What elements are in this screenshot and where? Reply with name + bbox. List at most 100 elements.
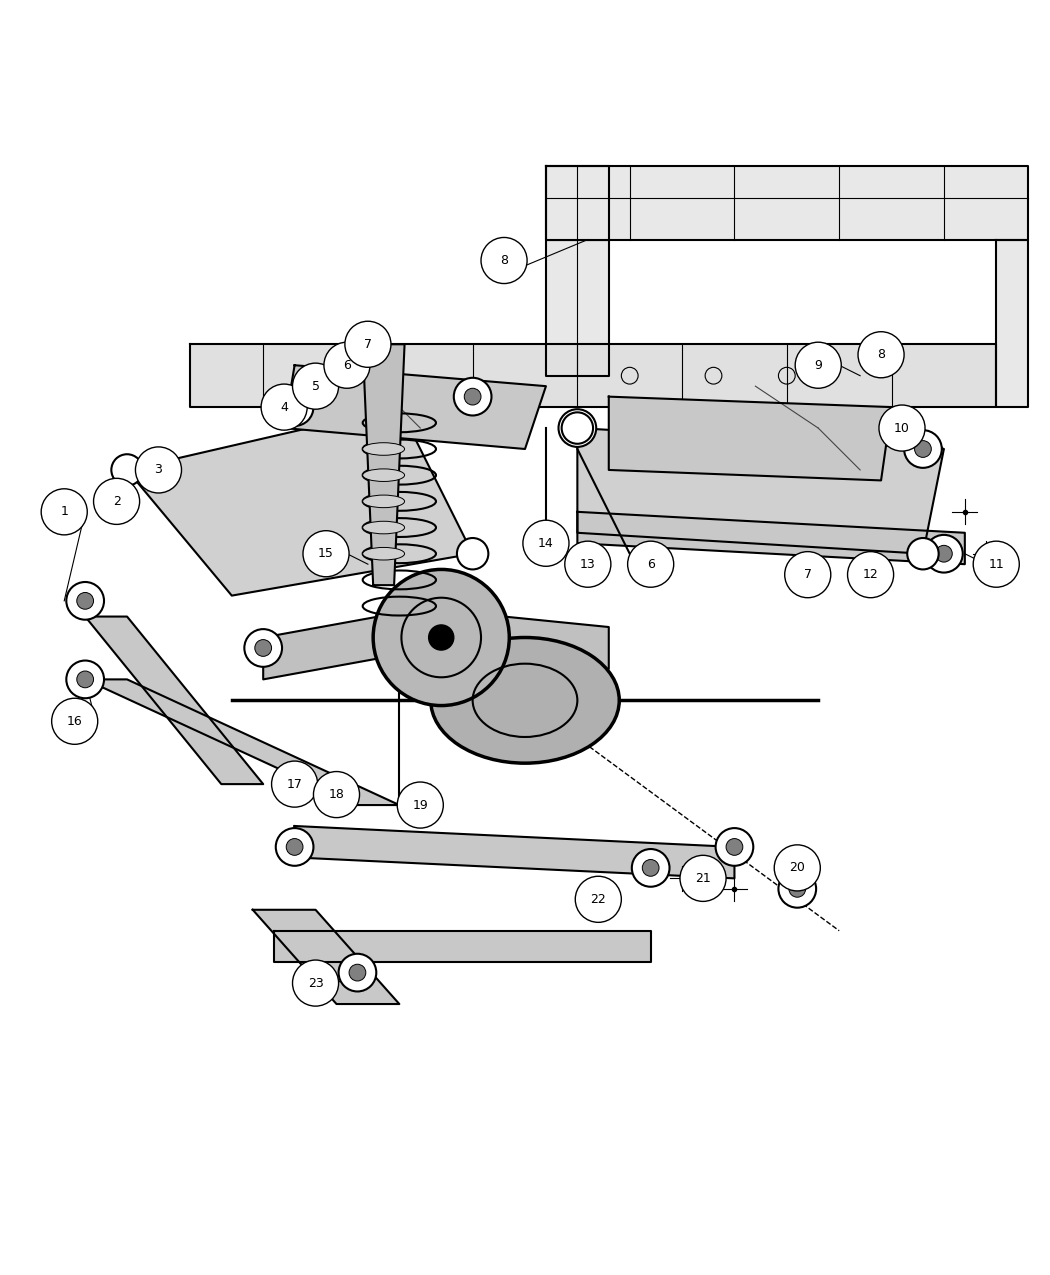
Circle shape: [245, 629, 282, 667]
Circle shape: [66, 660, 104, 699]
Circle shape: [847, 552, 894, 598]
Text: 8: 8: [877, 348, 885, 361]
Ellipse shape: [430, 638, 620, 764]
Text: 20: 20: [790, 862, 805, 875]
Text: 18: 18: [329, 788, 344, 801]
Circle shape: [344, 321, 391, 367]
Text: 22: 22: [590, 892, 606, 905]
Polygon shape: [127, 407, 472, 595]
Circle shape: [795, 342, 841, 389]
Circle shape: [925, 536, 963, 572]
Circle shape: [293, 960, 338, 1006]
Text: 7: 7: [803, 569, 812, 581]
Polygon shape: [274, 931, 651, 963]
Circle shape: [858, 332, 904, 377]
Text: 8: 8: [500, 254, 508, 266]
Circle shape: [628, 541, 674, 588]
Circle shape: [464, 389, 481, 405]
Circle shape: [680, 856, 726, 901]
Text: 16: 16: [67, 715, 83, 728]
Text: 19: 19: [413, 798, 428, 812]
Text: 2: 2: [112, 495, 121, 507]
Polygon shape: [578, 511, 965, 565]
Circle shape: [77, 593, 93, 609]
Polygon shape: [295, 826, 734, 878]
Polygon shape: [253, 910, 399, 1003]
Circle shape: [287, 839, 303, 856]
Circle shape: [255, 640, 272, 657]
Ellipse shape: [362, 495, 404, 507]
Circle shape: [276, 389, 314, 426]
Text: 9: 9: [815, 358, 822, 372]
Circle shape: [643, 859, 659, 876]
Text: 11: 11: [988, 557, 1004, 571]
Circle shape: [481, 237, 527, 283]
Polygon shape: [362, 344, 404, 585]
Circle shape: [778, 870, 816, 908]
Circle shape: [261, 384, 308, 430]
Text: 6: 6: [343, 358, 351, 372]
Circle shape: [111, 454, 143, 486]
Polygon shape: [285, 365, 546, 449]
Ellipse shape: [362, 547, 404, 560]
Circle shape: [575, 876, 622, 922]
Circle shape: [349, 964, 365, 980]
Circle shape: [565, 541, 611, 588]
Circle shape: [77, 671, 93, 687]
Circle shape: [397, 782, 443, 827]
Text: 4: 4: [280, 400, 288, 413]
Circle shape: [373, 570, 509, 705]
Text: 21: 21: [695, 872, 711, 885]
Circle shape: [774, 845, 820, 891]
Circle shape: [915, 441, 931, 458]
Circle shape: [324, 342, 370, 389]
Polygon shape: [546, 166, 1028, 240]
Circle shape: [789, 881, 805, 898]
Polygon shape: [578, 428, 944, 553]
Circle shape: [272, 761, 318, 807]
Text: 5: 5: [312, 380, 319, 393]
Circle shape: [784, 552, 831, 598]
Circle shape: [907, 538, 939, 570]
Circle shape: [716, 827, 753, 866]
Text: 6: 6: [647, 557, 654, 571]
Polygon shape: [996, 240, 1028, 407]
Circle shape: [51, 699, 98, 745]
Polygon shape: [546, 166, 609, 376]
Circle shape: [287, 399, 303, 416]
Circle shape: [66, 581, 104, 620]
Circle shape: [93, 478, 140, 524]
Circle shape: [726, 839, 742, 856]
Circle shape: [879, 405, 925, 451]
Polygon shape: [190, 344, 996, 407]
Polygon shape: [504, 617, 609, 669]
Circle shape: [303, 530, 349, 576]
Polygon shape: [85, 680, 399, 805]
Circle shape: [523, 520, 569, 566]
Text: 15: 15: [318, 547, 334, 560]
Polygon shape: [85, 617, 264, 784]
Text: 17: 17: [287, 778, 302, 790]
Text: 13: 13: [580, 557, 595, 571]
Circle shape: [559, 409, 596, 448]
Ellipse shape: [362, 521, 404, 534]
Circle shape: [135, 448, 182, 493]
Circle shape: [936, 546, 952, 562]
Text: 7: 7: [364, 338, 372, 351]
Ellipse shape: [362, 442, 404, 455]
Circle shape: [973, 541, 1020, 588]
Text: 14: 14: [538, 537, 553, 550]
Text: 1: 1: [60, 505, 68, 519]
Circle shape: [41, 488, 87, 536]
Text: 12: 12: [863, 569, 879, 581]
Text: 23: 23: [308, 977, 323, 989]
Circle shape: [428, 625, 454, 650]
Circle shape: [457, 538, 488, 570]
Circle shape: [904, 430, 942, 468]
Circle shape: [276, 827, 314, 866]
Circle shape: [454, 377, 491, 416]
Circle shape: [562, 412, 593, 444]
Polygon shape: [264, 617, 378, 680]
Ellipse shape: [362, 469, 404, 482]
Text: 10: 10: [894, 422, 910, 435]
